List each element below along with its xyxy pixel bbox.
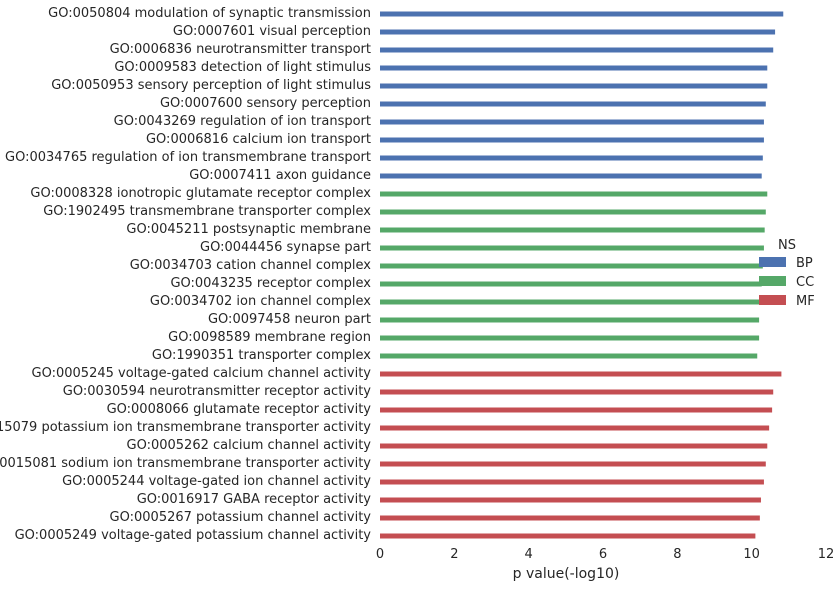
bar-bp: [380, 47, 774, 53]
bar-cc: [380, 191, 768, 197]
x-tick-label: 10: [743, 547, 760, 562]
bar-bp: [380, 11, 784, 17]
bar-cc: [380, 263, 763, 269]
y-tick-label: GO:0006836 neurotransmitter transport: [110, 42, 371, 57]
y-tick-label: GO:1990351 transporter complex: [152, 348, 371, 363]
y-tick-label: GO:0015081 sodium ion transmembrane tran…: [0, 456, 371, 471]
x-axis-label: p value(-log10): [513, 566, 620, 582]
bar-mf: [380, 389, 774, 395]
x-tick-label: 4: [525, 547, 533, 562]
y-tick-label: GO:0005244 voltage-gated ion channel act…: [62, 474, 371, 489]
y-tick-label: GO:0015079 potassium ion transmembrane t…: [0, 420, 371, 435]
legend-label-cc: CC: [796, 275, 814, 290]
x-tick-label: 12: [818, 547, 835, 562]
bar-cc: [380, 245, 764, 251]
legend-swatch-cc: [759, 276, 786, 286]
y-tick-label: GO:0007411 axon guidance: [189, 168, 371, 183]
y-tick-label: GO:0043269 regulation of ion transport: [114, 114, 371, 129]
y-tick-label: GO:0005267 potassium channel activity: [110, 510, 372, 525]
y-tick-label: GO:0044456 synapse part: [200, 240, 371, 255]
bar-cc: [380, 281, 762, 287]
x-tick-label: 8: [673, 547, 681, 562]
bar-mf: [380, 443, 768, 449]
legend-title: NS: [778, 238, 796, 253]
x-tick-labels: 0 2 4 6 8 10 12: [376, 547, 834, 562]
y-tick-label: GO:0098589 membrane region: [168, 330, 371, 345]
legend-swatch-mf: [759, 295, 786, 305]
bar-mf: [380, 515, 760, 521]
bar-bp: [380, 119, 764, 125]
legend-label-mf: MF: [796, 294, 815, 309]
y-tick-label: GO:0030594 neurotransmitter receptor act…: [63, 384, 372, 399]
y-tick-label: GO:0007600 sensory perception: [160, 96, 371, 111]
bar-cc: [380, 299, 761, 305]
bar-mf: [380, 407, 773, 413]
x-tick-label: 6: [599, 547, 607, 562]
y-tick-label: GO:0050953 sensory perception of light s…: [51, 78, 371, 93]
y-tick-label: GO:0045211 postsynaptic membrane: [126, 222, 371, 237]
y-tick-label: GO:0050804 modulation of synaptic transm…: [48, 6, 371, 21]
bar-bp: [380, 173, 762, 179]
y-tick-label: GO:0005249 voltage-gated potassium chann…: [15, 528, 372, 543]
x-tick-label: 0: [376, 547, 384, 562]
bar-cc: [380, 353, 758, 359]
y-tick-label: GO:0016917 GABA receptor activity: [137, 492, 372, 507]
y-tick-label: GO:0005245 voltage-gated calcium channel…: [32, 366, 372, 381]
y-tick-label: GO:0034765 regulation of ion transmembra…: [5, 150, 371, 165]
y-tick-label: GO:0008328 ionotropic glutamate receptor…: [30, 186, 371, 201]
y-tick-label: GO:0097458 neuron part: [208, 312, 371, 327]
y-tick-label: GO:0043235 receptor complex: [170, 276, 371, 291]
bar-bp: [380, 137, 764, 143]
bar-bp: [380, 65, 768, 71]
y-tick-label: GO:0005262 calcium channel activity: [127, 438, 372, 453]
y-tick-label: GO:0008066 glutamate receptor activity: [107, 402, 372, 417]
x-tick-label: 2: [450, 547, 458, 562]
bar-mf: [380, 479, 764, 485]
bar-mf: [380, 533, 756, 539]
y-tick-labels: GO:0050804 modulation of synaptic transm…: [0, 6, 371, 543]
y-tick-label: GO:0034702 ion channel complex: [150, 294, 371, 309]
y-tick-label: GO:0006816 calcium ion transport: [146, 132, 371, 147]
y-tick-label: GO:1902495 transmembrane transporter com…: [43, 204, 371, 219]
bar-bp: [380, 29, 776, 35]
bar-mf: [380, 425, 770, 431]
legend-label-bp: BP: [796, 256, 813, 271]
legend-swatch-bp: [759, 257, 786, 267]
bar-cc: [380, 227, 765, 233]
bar-cc: [380, 335, 760, 341]
bar-mf: [380, 497, 761, 503]
bar-bp: [380, 101, 766, 107]
y-tick-label: GO:0034703 cation channel complex: [130, 258, 372, 273]
legend: NS BP CC MF: [759, 238, 815, 309]
bar-cc: [380, 317, 760, 323]
y-tick-label: GO:0009583 detection of light stimulus: [114, 60, 371, 75]
bar-mf: [380, 461, 766, 467]
bars-layer: [380, 11, 784, 539]
bar-bp: [380, 83, 768, 89]
bar-cc: [380, 209, 766, 215]
y-tick-label: GO:0007601 visual perception: [173, 24, 371, 39]
bar-mf: [380, 371, 782, 377]
bar-bp: [380, 155, 763, 161]
